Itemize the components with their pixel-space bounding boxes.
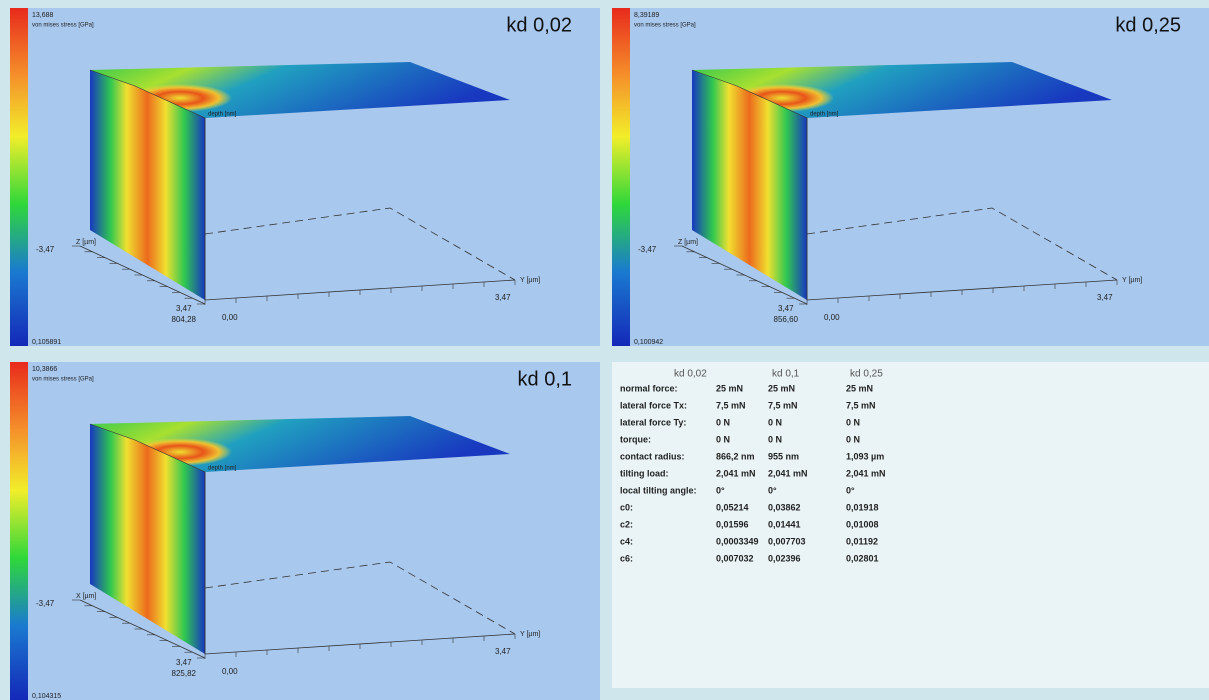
- colorbar: [10, 362, 28, 700]
- cell: 0 N: [846, 434, 860, 444]
- depth-label: depth [nm]: [208, 112, 237, 118]
- cell: 0,01918: [846, 502, 879, 512]
- row-label: tilting load:: [620, 468, 669, 478]
- row-label: contact radius:: [620, 451, 685, 461]
- colorbar: [10, 8, 28, 346]
- row-label: local tilting angle:: [620, 485, 697, 495]
- colorbar-min: 0,105891: [32, 339, 61, 346]
- colorbar-label: von mises stress [GPa]: [634, 23, 696, 29]
- panel-title: kd 0,02: [506, 14, 572, 36]
- z-label: X [µm]: [76, 593, 96, 600]
- cell: 0,01192: [846, 536, 878, 546]
- cell: 25 mN: [846, 383, 873, 393]
- row-label: lateral force Tx:: [620, 400, 687, 410]
- row-label: c2:: [620, 519, 633, 529]
- hidden-edge: [204, 207, 516, 281]
- colorbar-label: von mises stress [GPa]: [32, 377, 94, 383]
- cell: 0,007703: [768, 536, 806, 546]
- y-label: Y [µm]: [1122, 277, 1142, 284]
- cell: 955 nm: [768, 451, 799, 461]
- row-label: torque:: [620, 434, 651, 444]
- cell: 0 N: [716, 417, 730, 427]
- stress-panel: 13,688 von mises stress [GPa] 0,105891 kd 0…: [10, 8, 600, 346]
- row-label: c0:: [620, 502, 633, 512]
- cell: 2,041 mN: [716, 468, 756, 478]
- cell: 0 N: [768, 434, 782, 444]
- cell: 7,5 mN: [846, 400, 876, 410]
- z-label: Z [µm]: [678, 239, 698, 246]
- column-header: kd 0,1: [772, 369, 800, 380]
- colorbar-label: von mises stress [GPa]: [32, 23, 94, 29]
- cell: 0,01596: [716, 519, 749, 529]
- cell: 0 N: [846, 417, 860, 427]
- colorbar-max: 8,39189: [634, 12, 659, 19]
- panel-background: [612, 362, 1209, 688]
- column-header: kd 0,25: [850, 369, 883, 380]
- hidden-edge: [806, 207, 1118, 281]
- cell: 0°: [768, 485, 777, 495]
- cell: 866,2 nm: [716, 451, 755, 461]
- x-min-label: -3,47: [638, 245, 657, 254]
- z-label: Z [µm]: [76, 239, 96, 246]
- depth-max-label: 856,60: [774, 315, 799, 324]
- row-label: lateral force Ty:: [620, 417, 686, 427]
- row-label: c6:: [620, 553, 633, 563]
- row-label: c4:: [620, 536, 633, 546]
- cell: 0,05214: [716, 502, 749, 512]
- cell: 7,5 mN: [768, 400, 798, 410]
- front-face: [90, 424, 205, 654]
- depth-zero-label: 0,00: [222, 667, 238, 676]
- stress-panel: 10,3866 von mises stress [GPa] 0,104315 kd …: [10, 362, 600, 700]
- cell: 1,093 µm: [846, 451, 884, 461]
- x-min-label: -3,47: [36, 599, 55, 608]
- stress-panel: 8,39189 von mises stress [GPa] 0,100942 kd …: [612, 8, 1209, 346]
- panel-title: kd 0,1: [518, 368, 572, 390]
- cell: 0°: [716, 485, 725, 495]
- parameter-panel: kd 0,02 kd 0,1 kd 0,25 normal force: 25 mN 25…: [612, 362, 1209, 688]
- colorbar-max: 13,688: [32, 12, 54, 19]
- row-label: normal force:: [620, 383, 678, 393]
- depth-label: depth [nm]: [208, 466, 237, 472]
- cell: 0 N: [768, 417, 782, 427]
- cell: 0°: [846, 485, 855, 495]
- cell: 25 mN: [716, 383, 743, 393]
- cell: 0,0003349: [716, 536, 759, 546]
- hidden-edge: [204, 561, 516, 635]
- y-max-label: 3,47: [495, 647, 511, 656]
- colorbar-min: 0,104315: [32, 693, 61, 700]
- cell: 0,007032: [716, 553, 754, 563]
- front-face: [90, 70, 205, 300]
- cell: 0,01008: [846, 519, 879, 529]
- colorbar-min: 0,100942: [634, 339, 663, 346]
- cell: 0 N: [716, 434, 730, 444]
- x-max-label: 3,47: [176, 658, 192, 667]
- cell: 0,02801: [846, 553, 879, 563]
- y-max-label: 3,47: [495, 293, 511, 302]
- panel-title: kd 0,25: [1115, 14, 1181, 36]
- depth-max-label: 804,28: [172, 315, 197, 324]
- x-max-label: 3,47: [778, 304, 794, 313]
- cell: 25 mN: [768, 383, 795, 393]
- depth-zero-label: 0,00: [222, 313, 238, 322]
- colorbar-max: 10,3866: [32, 366, 57, 373]
- depth-max-label: 825,82: [172, 669, 197, 678]
- x-max-label: 3,47: [176, 304, 192, 313]
- depth-label: depth [nm]: [810, 112, 839, 118]
- cell: 2,041 mN: [846, 468, 886, 478]
- colorbar: [612, 8, 630, 346]
- cell: 0,01441: [768, 519, 801, 529]
- y-label: Y [µm]: [520, 277, 540, 284]
- y-label: Y [µm]: [520, 631, 540, 638]
- cell: 7,5 mN: [716, 400, 746, 410]
- front-face: [692, 70, 807, 300]
- column-header: kd 0,02: [674, 369, 707, 380]
- cell: 2,041 mN: [768, 468, 808, 478]
- cell: 0,02396: [768, 553, 801, 563]
- y-max-label: 3,47: [1097, 293, 1113, 302]
- x-min-label: -3,47: [36, 245, 55, 254]
- cell: 0,03862: [768, 502, 801, 512]
- depth-zero-label: 0,00: [824, 313, 840, 322]
